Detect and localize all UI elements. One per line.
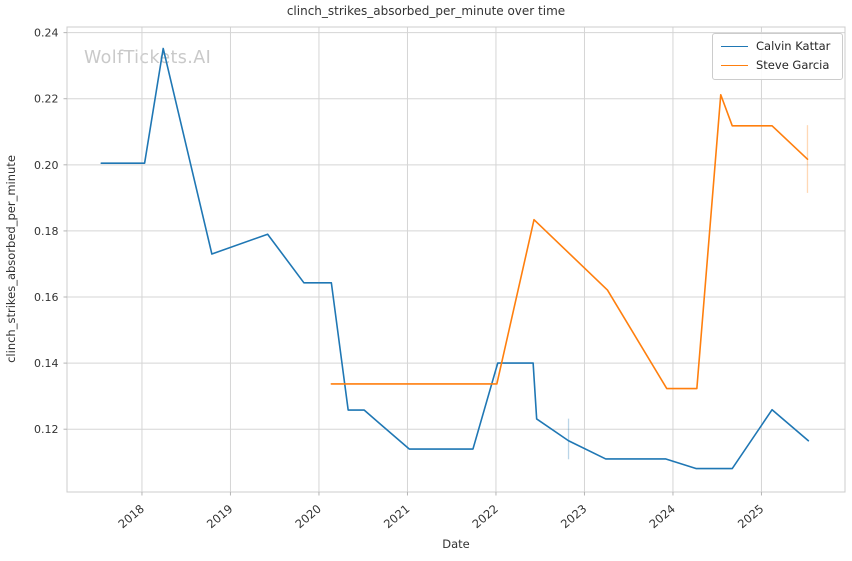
x-tick-label: 2023	[558, 502, 589, 532]
y-tick-label: 0.12	[34, 423, 59, 436]
legend-label-steve-garcia: Steve Garcia	[756, 57, 830, 72]
chart-title: clinch_strikes_absorbed_per_minute over …	[286, 4, 566, 18]
y-axis-label: clinch_strikes_absorbed_per_minute	[4, 155, 18, 363]
x-tick-label: 2024	[646, 502, 677, 532]
legend-entry-steve-garcia: Steve Garcia	[721, 58, 834, 73]
series-line	[330, 93, 809, 390]
x-tick-label: 2025	[735, 502, 766, 532]
plot-border	[66, 26, 846, 493]
x-tick-label: 2018	[115, 502, 146, 532]
series-line	[100, 47, 810, 470]
y-tick-label: 0.16	[34, 291, 59, 304]
x-tick-label: 2019	[204, 502, 235, 532]
watermark-text: WolfTickets.AI	[84, 48, 212, 68]
y-tick-label: 0.22	[34, 93, 59, 106]
x-tick-label: 2021	[381, 502, 412, 532]
x-axis-label: Date	[442, 537, 470, 551]
legend-entry-calvin-kattar: Calvin Kattar	[721, 39, 834, 54]
legend-line-swatch-blue	[721, 46, 748, 47]
x-tick-label: 2020	[292, 502, 323, 532]
y-tick-label: 0.18	[34, 225, 59, 238]
legend: Calvin Kattar Steve Garcia	[712, 33, 843, 80]
legend-line-swatch-orange	[721, 65, 748, 66]
y-tick-label: 0.14	[34, 357, 59, 370]
legend-label-calvin-kattar: Calvin Kattar	[756, 38, 831, 53]
y-tick-label: 0.24	[34, 27, 59, 40]
x-tick-label: 2022	[469, 502, 500, 532]
y-tick-label: 0.20	[34, 159, 59, 172]
